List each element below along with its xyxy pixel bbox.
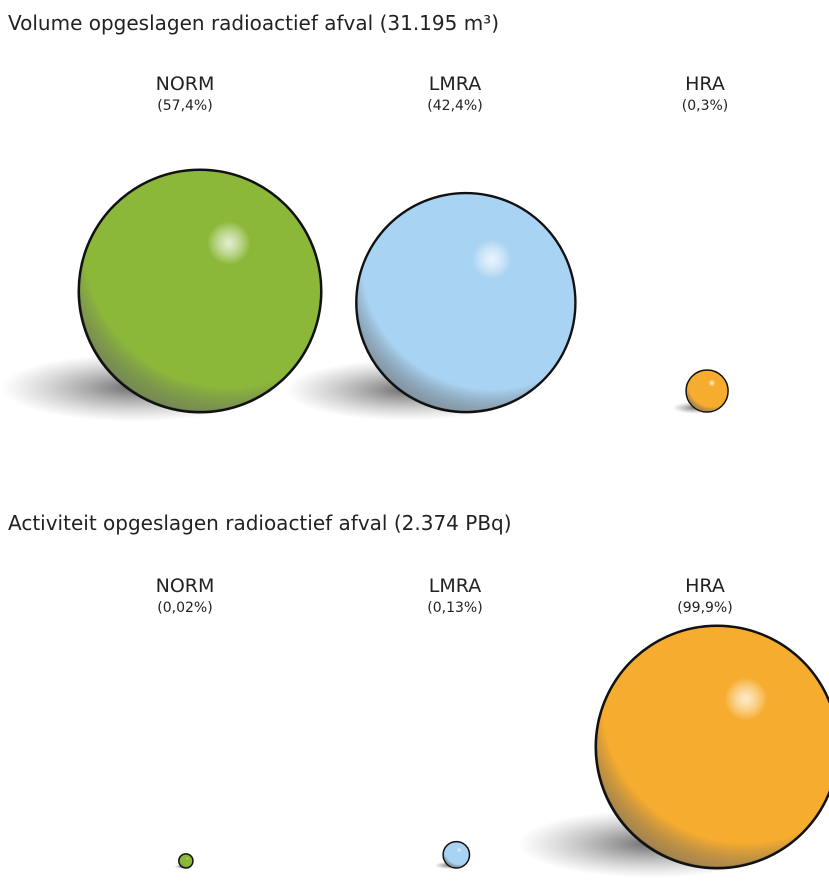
sphere-shading — [444, 842, 469, 867]
value-label: (0,13%) — [427, 600, 482, 616]
category-label: NORM — [156, 73, 215, 95]
category-label: HRA — [685, 73, 725, 95]
sphere-shading — [80, 171, 320, 411]
category-label: LMRA — [429, 575, 481, 597]
chart-title: Activiteit opgeslagen radioactief afval … — [8, 511, 512, 535]
value-label: (42,4%) — [427, 98, 482, 114]
chart-title: Volume opgeslagen radioactief afval (31.… — [8, 11, 499, 35]
value-label: (0,02%) — [157, 600, 212, 616]
value-label: (0,3%) — [682, 98, 729, 114]
category-label: NORM — [156, 575, 215, 597]
value-label: (57,4%) — [157, 98, 212, 114]
sphere-shading — [357, 194, 575, 411]
sphere-shading — [179, 854, 192, 867]
value-label: (99,9%) — [677, 600, 732, 616]
category-label: HRA — [685, 575, 725, 597]
sphere-shading — [597, 627, 829, 867]
category-label: LMRA — [429, 73, 481, 95]
sphere-shading — [687, 371, 728, 411]
